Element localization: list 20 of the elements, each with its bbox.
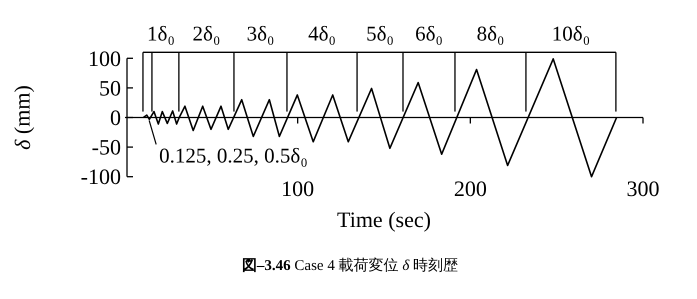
y-tick-label: 100	[88, 46, 121, 71]
y-tick-label: -50	[92, 134, 121, 160]
y-tick-label: 50	[99, 75, 121, 100]
ref-line-label: 4δ₀	[308, 21, 336, 46]
ref-line-label: 6δ₀	[415, 21, 443, 46]
x-tick-label: 300	[626, 176, 660, 202]
y-axis-title: δ (mm)	[10, 85, 34, 150]
ref-line-label: 5δ₀	[366, 21, 394, 46]
x-axis-title: Time (sec)	[337, 207, 431, 232]
x-tick-label: 200	[454, 176, 487, 202]
ref-line-label: 3δ₀	[246, 21, 274, 46]
y-tick-label: -100	[80, 164, 121, 190]
ref-line-label: 8δ₀	[476, 21, 504, 46]
ref-line-label: 1δ₀	[147, 21, 175, 46]
ref-line-label: 2δ₀	[192, 21, 220, 46]
ref-line-label: 10δ₀	[552, 21, 590, 46]
x-tick-label: 100	[281, 176, 314, 202]
y-tick-label: 0	[110, 105, 121, 130]
text: 図–3.46 Case 4 載荷変位 δ 時刻歴	[242, 257, 458, 274]
annotation: 0.125, 0.25, 0.5δ₀	[159, 143, 308, 168]
